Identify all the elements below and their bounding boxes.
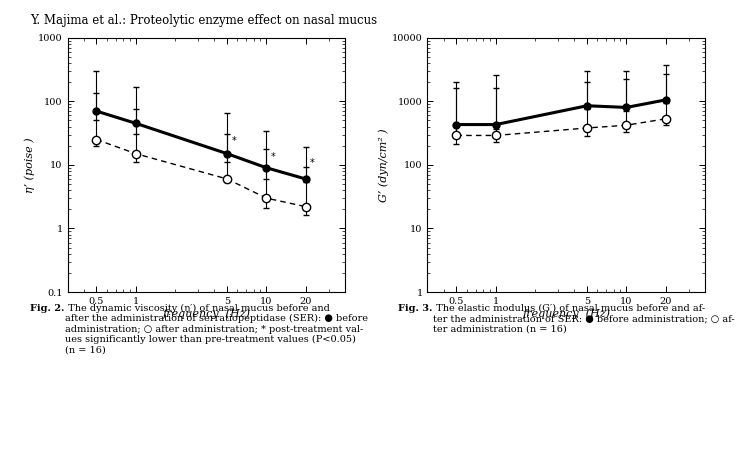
- Text: *: *: [271, 152, 275, 162]
- Text: The elastic modulus (G′) of nasal mucus before and af-
ter the administration of: The elastic modulus (G′) of nasal mucus …: [433, 304, 734, 333]
- Text: Y. Majima et al.: Proteolytic enzyme effect on nasal mucus: Y. Majima et al.: Proteolytic enzyme eff…: [30, 14, 377, 27]
- Text: *: *: [232, 136, 236, 146]
- Text: The dynamic viscosity (η′) of nasal mucus before and
after the administration of: The dynamic viscosity (η′) of nasal mucu…: [65, 304, 368, 355]
- Y-axis label: η’ (poise ): η’ (poise ): [25, 137, 35, 193]
- Text: Fig. 2.: Fig. 2.: [30, 304, 64, 313]
- Y-axis label: G’ (dyn/cm² ): G’ (dyn/cm² ): [379, 128, 389, 202]
- Text: Fig. 3.: Fig. 3.: [398, 304, 432, 313]
- X-axis label: frequency  (Hz): frequency (Hz): [522, 309, 610, 319]
- Text: *: *: [310, 158, 315, 168]
- X-axis label: frequency  (Hz): frequency (Hz): [162, 309, 250, 319]
